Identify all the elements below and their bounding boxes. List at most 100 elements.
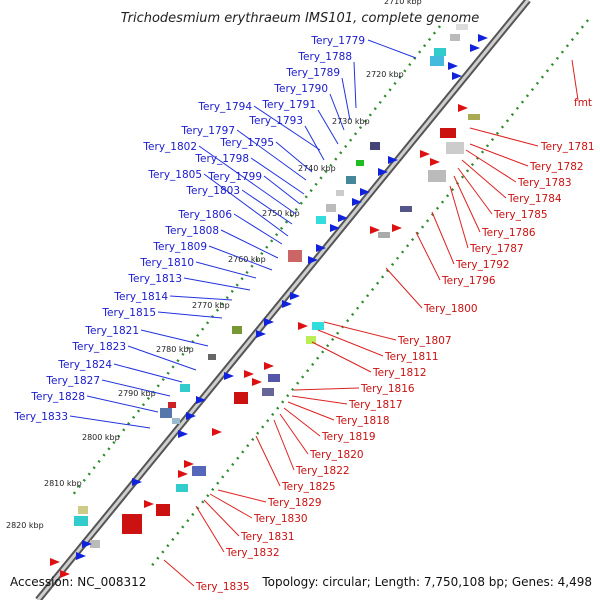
- label-leader-line: [233, 213, 283, 245]
- label-leader-line: [203, 173, 289, 237]
- gene-label-reverse: Tery_1811: [384, 351, 439, 363]
- gene-block: [288, 250, 302, 262]
- gene-block: [440, 128, 456, 138]
- gene-arrow: [76, 552, 86, 560]
- gene-label-reverse: Tery_1807: [397, 335, 452, 347]
- inner-dotted-track: [149, 19, 589, 569]
- gene-block: [180, 384, 190, 392]
- label-leader-line: [317, 109, 339, 145]
- gene-label-reverse: Tery_1832: [225, 547, 280, 559]
- gene-label-reverse: Tery_1782: [529, 161, 584, 173]
- label-leader-line: [163, 559, 195, 587]
- label-leader-line: [323, 321, 397, 341]
- gene-label-forward: Tery_1823: [71, 341, 126, 353]
- gene-label-reverse: Tery_1835: [195, 581, 250, 593]
- gene-block: [428, 170, 446, 182]
- gene-label-forward: Tery_1793: [248, 115, 303, 127]
- gene-arrow: [224, 372, 234, 380]
- label-leader-line: [465, 149, 517, 183]
- label-leader-line: [250, 157, 305, 195]
- gene-label-reverse: Tery_1792: [455, 259, 510, 271]
- gene-label-forward: Tery_1808: [164, 225, 219, 237]
- label-leader-line: [208, 245, 273, 271]
- gene-label-forward: Tery_1805: [147, 169, 202, 181]
- gene-arrow: [308, 256, 318, 264]
- gene-block: [346, 176, 356, 184]
- gene-block: [176, 484, 188, 492]
- gene-arrow: [420, 150, 430, 158]
- gene-block: [192, 466, 206, 476]
- gene-label-reverse: fmt: [574, 97, 592, 109]
- kbp-tick-label: 2750 kbp: [262, 209, 300, 218]
- gene-block: [312, 322, 324, 330]
- label-leader-line: [195, 261, 257, 279]
- gene-block: [316, 216, 326, 224]
- outer-dotted-track: [71, 25, 441, 497]
- label-leader-line: [311, 341, 372, 373]
- topology-text: Topology: circular; Length: 7,750,108 bp…: [261, 575, 592, 589]
- label-leader-line: [287, 401, 335, 421]
- gene-label-reverse: Tery_1829: [267, 497, 322, 509]
- kbp-tick-label: 2730 kbp: [332, 117, 370, 126]
- label-leader-line: [220, 229, 279, 259]
- gene-label-forward: Tery_1779: [310, 35, 365, 47]
- gene-arrow: [132, 478, 142, 486]
- gene-label-reverse: Tery_1784: [507, 193, 562, 205]
- gene-label-forward: Tery_1813: [127, 273, 182, 285]
- label-leader-line: [195, 505, 225, 553]
- kbp-tick-label: 2710 kbp: [384, 0, 422, 6]
- gene-label-forward: Tery_1810: [139, 257, 194, 269]
- label-leader-line: [157, 311, 223, 319]
- label-leader-line: [275, 141, 313, 173]
- gene-label-reverse: Tery_1822: [295, 465, 350, 477]
- gene-block: [234, 392, 248, 404]
- kbp-tick-label: 2810 kbp: [44, 479, 82, 488]
- label-leader-line: [236, 129, 307, 181]
- gene-arrow: [144, 500, 154, 508]
- gene-block: [306, 336, 316, 344]
- gene-label-forward: Tery_1788: [297, 51, 352, 63]
- gene-block: [156, 504, 170, 516]
- label-leader-line: [469, 127, 539, 147]
- gene-arrow: [264, 362, 274, 370]
- gene-features: [50, 24, 488, 578]
- accession-text: Accession: NC_008312: [10, 575, 146, 589]
- gene-block: [430, 56, 444, 66]
- gene-arrow: [388, 156, 398, 164]
- gene-label-forward: Tery_1827: [45, 375, 100, 387]
- gene-arrow: [212, 428, 222, 436]
- gene-label-reverse: Tery_1812: [372, 367, 427, 379]
- gene-arrow: [290, 292, 300, 300]
- label-leader-line: [293, 387, 360, 391]
- gene-block: [356, 160, 364, 166]
- gene-arrow: [184, 460, 194, 468]
- label-leader-line: [457, 167, 493, 215]
- gene-arrow: [60, 570, 70, 578]
- gene-label-forward: Tery_1795: [219, 137, 274, 149]
- gene-label-forward: Tery_1802: [142, 141, 197, 153]
- gene-label-forward: Tery_1821: [84, 325, 139, 337]
- gene-block: [434, 48, 446, 56]
- gene-arrow: [256, 330, 266, 338]
- label-leader-line: [291, 395, 348, 405]
- gene-block: [208, 354, 216, 360]
- gene-label-reverse: Tery_1816: [360, 383, 415, 395]
- gene-block: [90, 540, 100, 548]
- label-leader-line: [217, 489, 267, 503]
- gene-label-forward: Tery_1791: [261, 99, 316, 111]
- gene-arrow: [392, 224, 402, 232]
- gene-arrow: [448, 62, 458, 70]
- kbp-tick-label: 2800 kbp: [82, 433, 120, 442]
- gene-label-reverse: Tery_1831: [240, 531, 295, 543]
- gene-arrow: [244, 370, 254, 378]
- label-leader-line: [329, 93, 345, 131]
- label-leader-line: [317, 329, 384, 357]
- gene-label-forward: Tery_1797: [180, 125, 235, 137]
- label-leaders: [69, 39, 579, 587]
- gene-arrow: [178, 430, 188, 438]
- gene-arrow: [82, 540, 92, 548]
- label-leader-line: [453, 175, 481, 233]
- kbp-tick-label: 2770 kbp: [192, 301, 230, 310]
- label-leader-line: [183, 277, 251, 291]
